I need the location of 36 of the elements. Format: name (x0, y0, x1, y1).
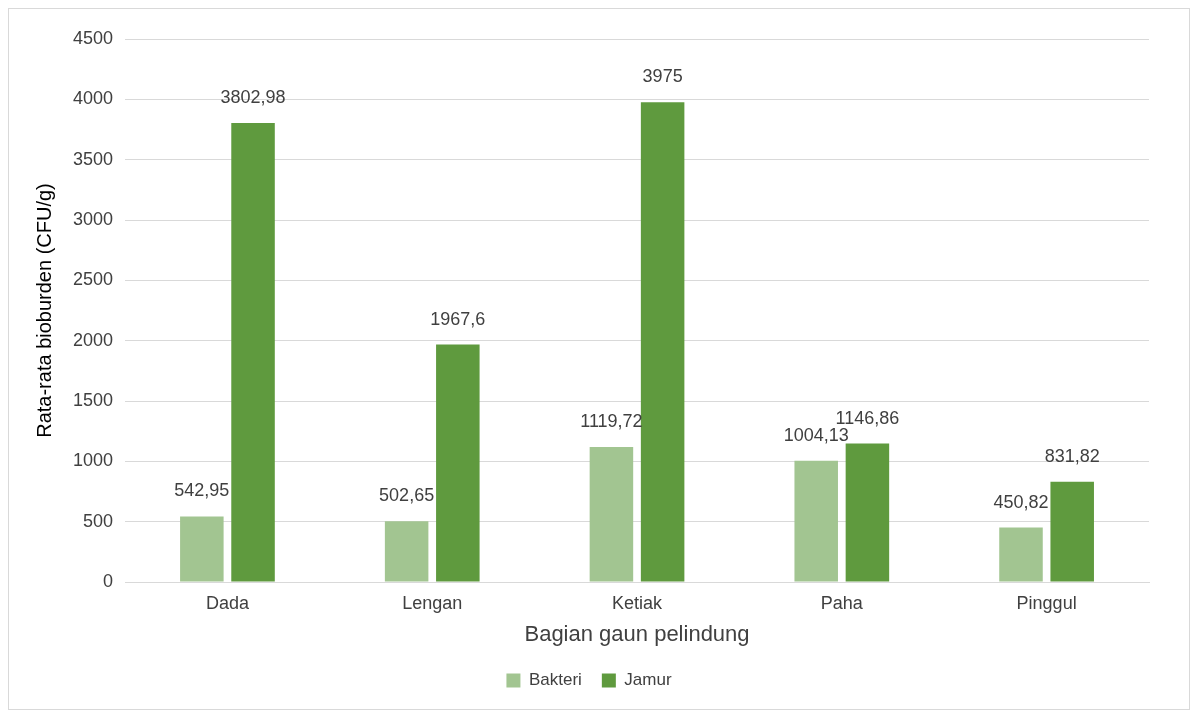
y-tick-label: 3000 (73, 208, 114, 229)
bar (999, 527, 1043, 582)
y-tick-label: 2000 (73, 329, 114, 350)
y-tick-label: 500 (83, 510, 114, 531)
x-tick-label: Pinggul (1016, 592, 1077, 613)
y-tick-label: 0 (103, 570, 114, 591)
bar (845, 443, 890, 582)
x-tick-label: Ketiak (612, 592, 664, 613)
data-label: 3975 (642, 66, 683, 87)
bar (384, 521, 429, 582)
y-tick-label: 1000 (73, 450, 114, 471)
x-tick-label: Paha (820, 592, 864, 613)
bar (231, 123, 275, 582)
bar (640, 102, 685, 582)
legend-label: Bakteri (528, 670, 582, 690)
bar (589, 446, 634, 582)
y-tick-label: 3500 (73, 148, 114, 169)
data-label: 1967,6 (430, 308, 486, 329)
y-tick-label: 2500 (73, 269, 114, 290)
data-label: 542,95 (174, 480, 230, 501)
data-label: 502,65 (379, 485, 435, 506)
data-label: 3802,98 (220, 87, 286, 108)
bar (436, 344, 480, 582)
y-tick-label: 1500 (73, 389, 114, 410)
y-tick-label: 4000 (73, 88, 114, 109)
bar (794, 460, 838, 582)
data-label: 450,82 (993, 491, 1049, 512)
y-axis-title: Rata-rata bioburden (CFU/g) (32, 183, 55, 438)
x-tick-label: Dada (205, 592, 250, 613)
bar (180, 516, 224, 582)
data-label: 831,82 (1044, 445, 1100, 466)
y-tick-label: 4500 (73, 27, 114, 48)
bar (1050, 481, 1094, 582)
x-axis-title: Bagian gaun pelindung (524, 620, 750, 646)
legend-label: Jamur (624, 670, 672, 690)
x-tick-label: Lengan (402, 592, 463, 613)
